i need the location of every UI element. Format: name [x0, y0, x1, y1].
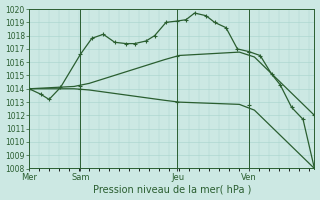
- X-axis label: Pression niveau de la mer( hPa ): Pression niveau de la mer( hPa ): [92, 184, 251, 194]
